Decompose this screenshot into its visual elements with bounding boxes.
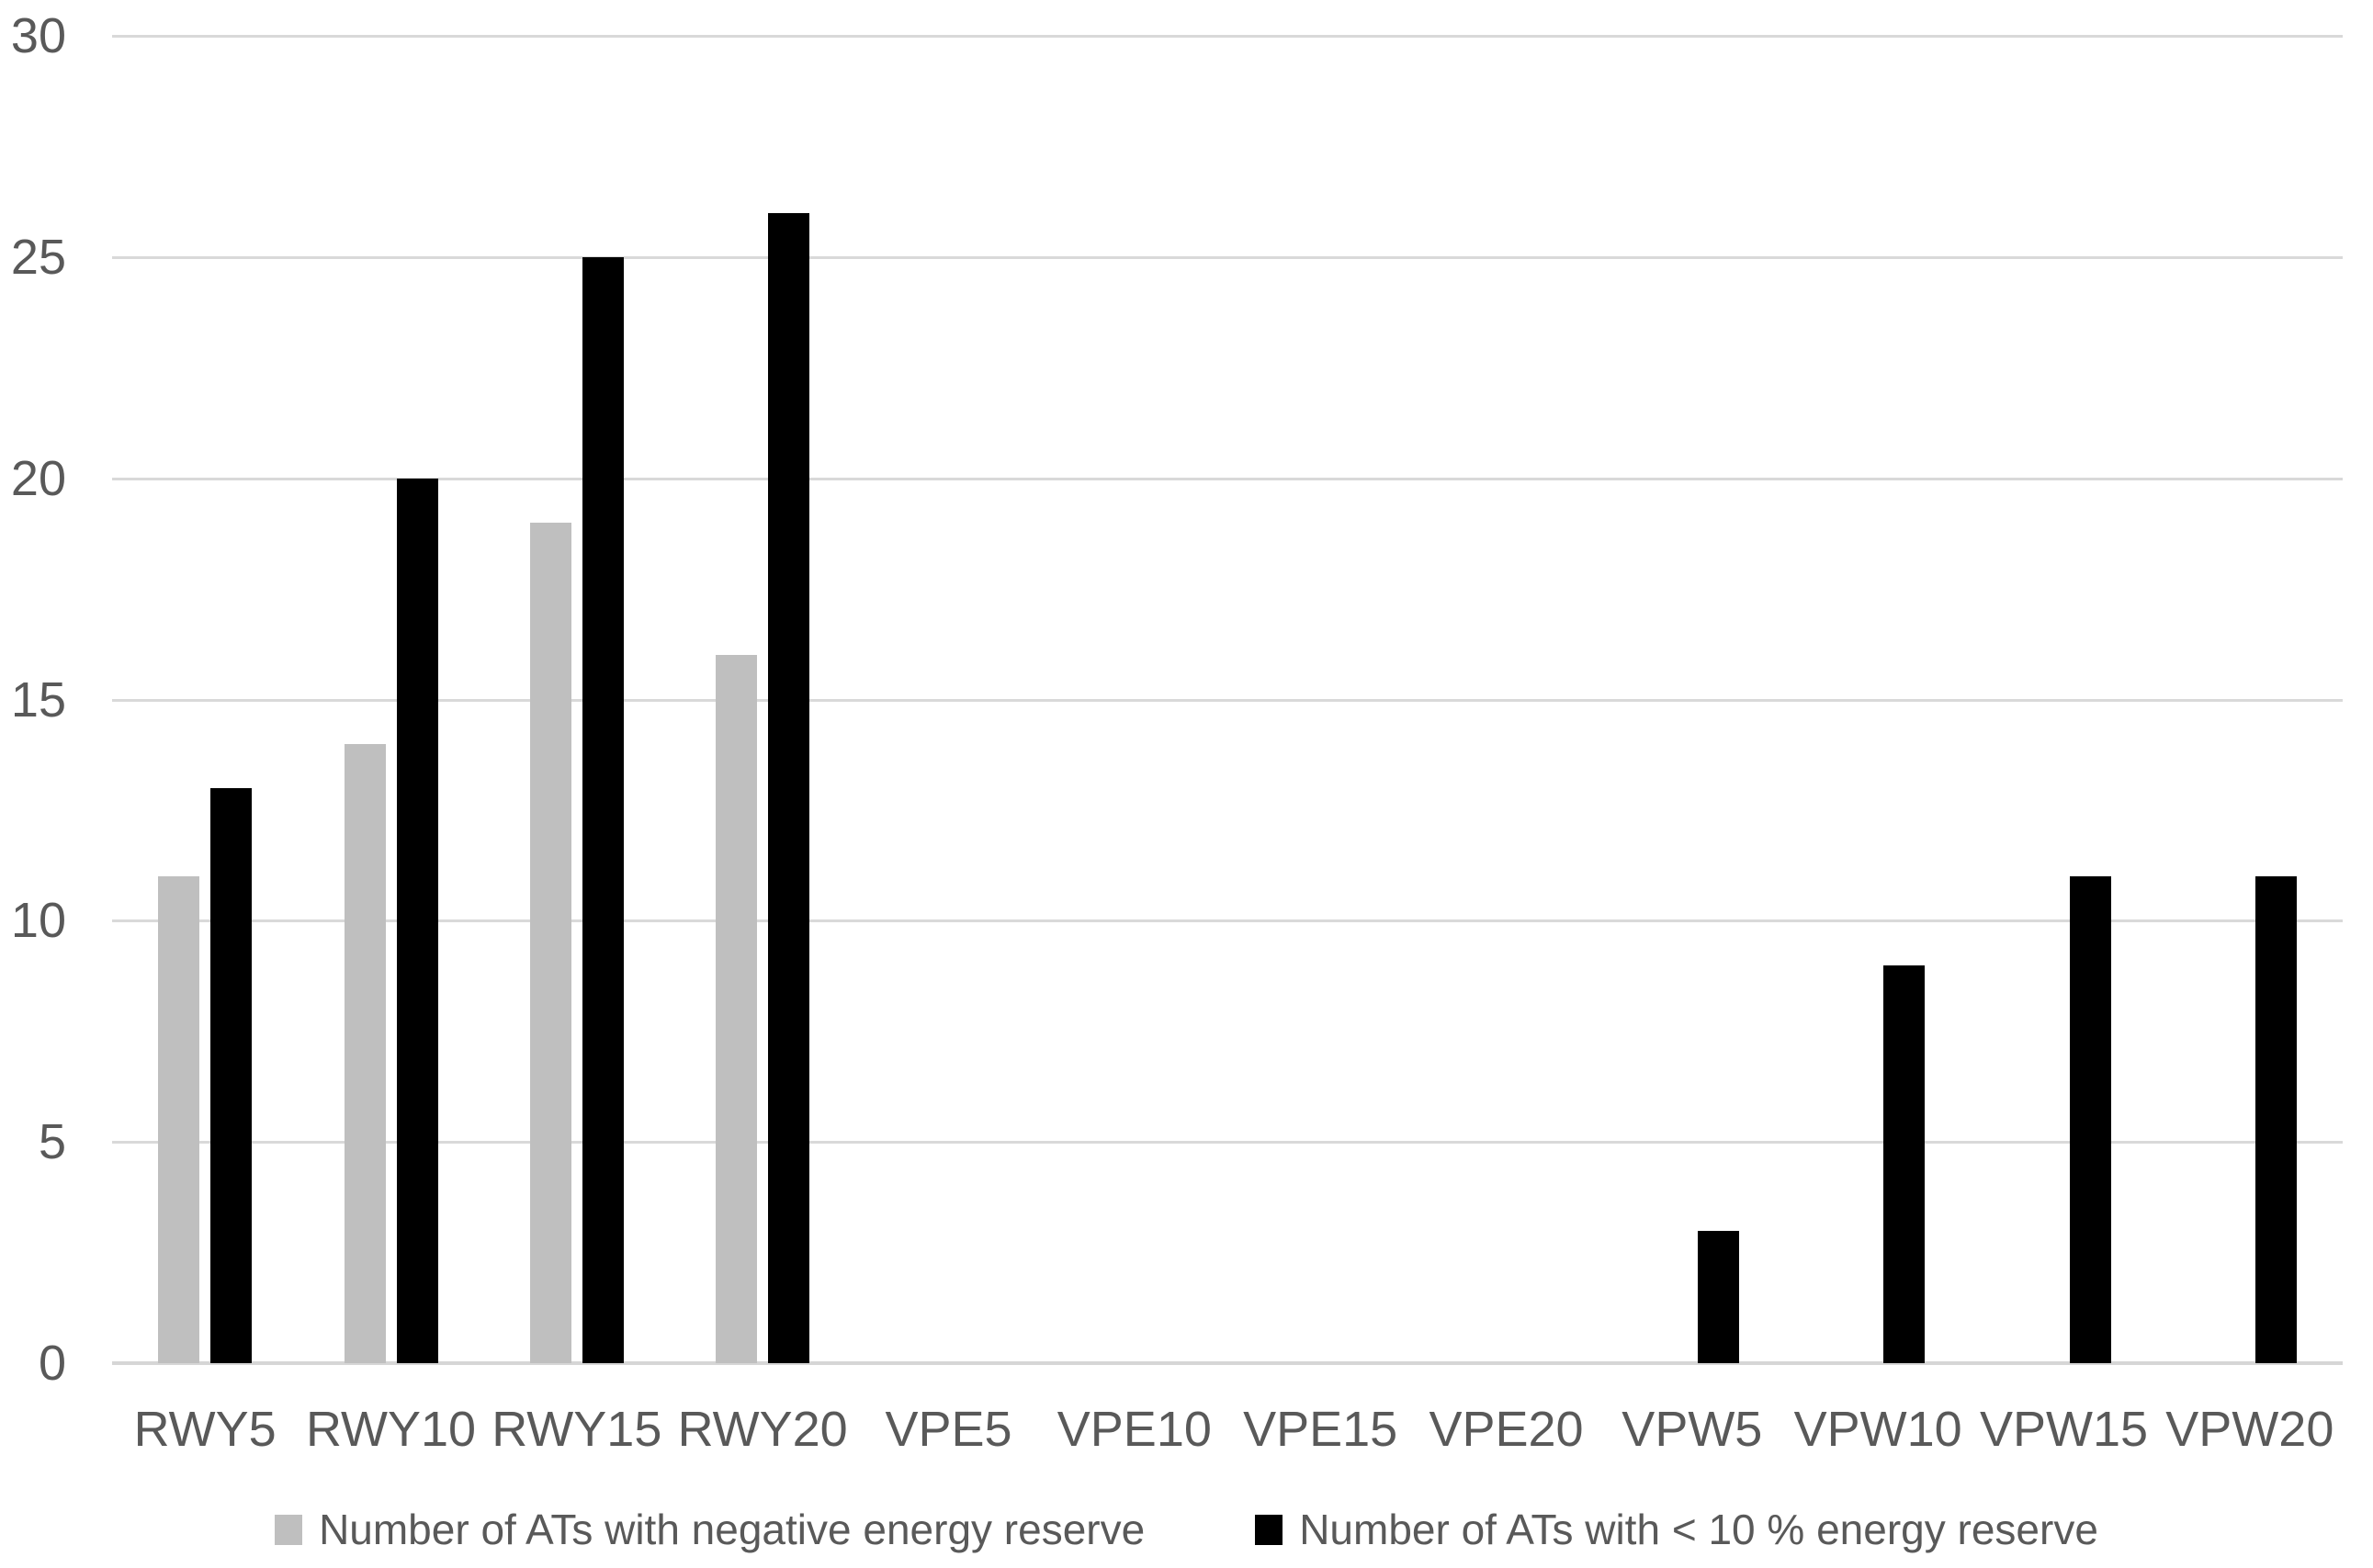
x-category-label: VPE5 <box>885 1402 1012 1457</box>
x-axis-line <box>112 1361 2343 1365</box>
x-category-label: VPW10 <box>1793 1402 1962 1457</box>
y-tick-label: 10 <box>10 893 66 949</box>
bar-low-reserve <box>396 478 438 1363</box>
y-tick-label: 25 <box>10 229 66 285</box>
bar-negative-reserve <box>344 743 386 1363</box>
x-category-label: VPW20 <box>2165 1402 2334 1457</box>
legend-swatch-gray <box>275 1514 303 1545</box>
bar-low-reserve <box>1883 964 1926 1363</box>
bar-negative-reserve <box>529 522 571 1363</box>
legend-swatch-black <box>1255 1514 1283 1545</box>
x-category-label: RWY10 <box>305 1402 477 1457</box>
y-tick-label: 0 <box>38 1336 66 1391</box>
bar-low-reserve <box>210 787 253 1363</box>
x-category-label: VPW5 <box>1622 1402 1763 1457</box>
bar-negative-reserve <box>158 876 200 1363</box>
x-category-label: VPW15 <box>1979 1402 2149 1457</box>
gridline <box>112 255 2343 259</box>
x-category-label: VPE20 <box>1429 1402 1584 1457</box>
x-category-label: RWY15 <box>492 1402 662 1457</box>
legend-label-low-reserve: Number of ATs with < 10 % energy reserve <box>1299 1506 2098 1553</box>
legend-item-negative-reserve: Number of ATs with negative energy reser… <box>275 1505 1145 1554</box>
bar-low-reserve <box>582 256 624 1363</box>
y-tick-label: 30 <box>10 8 66 63</box>
chart-legend: Number of ATs with negative energy reser… <box>0 1505 2373 1554</box>
y-tick-label: 20 <box>10 450 66 506</box>
bar-low-reserve <box>2254 876 2297 1363</box>
bar-low-reserve <box>768 212 810 1363</box>
x-category-label: RWY20 <box>677 1402 848 1457</box>
y-tick-label: 15 <box>10 671 66 728</box>
gridline <box>112 919 2343 923</box>
y-tick-label: 5 <box>38 1114 66 1170</box>
bar-low-reserve <box>2069 876 2111 1363</box>
x-category-label: VPE10 <box>1057 1402 1212 1457</box>
gridline <box>112 35 2343 38</box>
bar-low-reserve <box>1697 1230 1739 1363</box>
gridline <box>112 698 2343 702</box>
legend-item-low-reserve: Number of ATs with < 10 % energy reserve <box>1255 1505 2098 1554</box>
gridline <box>112 1141 2343 1145</box>
bar-negative-reserve <box>716 655 758 1363</box>
x-category-label: VPE15 <box>1243 1402 1398 1457</box>
legend-label-negative-reserve: Number of ATs with negative energy reser… <box>319 1506 1146 1553</box>
x-category-label: RWY5 <box>133 1402 277 1457</box>
gridline <box>112 477 2343 480</box>
